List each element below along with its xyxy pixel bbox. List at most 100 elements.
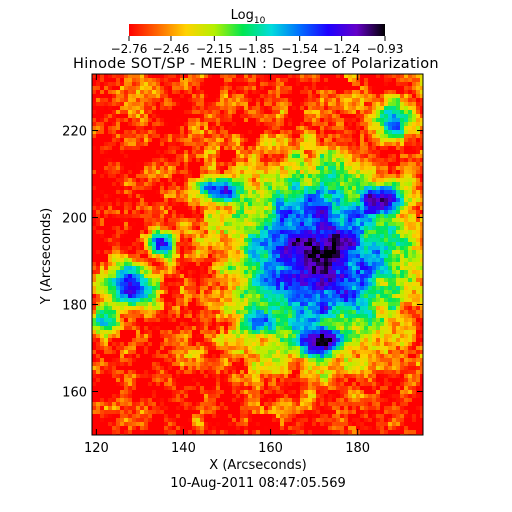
- heatmap-cell: [164, 278, 168, 282]
- heatmap-cell: [376, 170, 380, 174]
- heatmap-cell: [380, 202, 384, 206]
- heatmap-cell: [244, 134, 248, 138]
- heatmap-cell: [248, 310, 252, 314]
- heatmap-cell: [372, 130, 376, 134]
- heatmap-cell: [112, 158, 116, 162]
- heatmap-cell: [420, 82, 423, 86]
- heatmap-cell: [200, 206, 204, 210]
- heatmap-cell: [336, 74, 340, 78]
- heatmap-cell: [348, 294, 352, 298]
- heatmap-cell: [208, 238, 212, 242]
- heatmap-cell: [280, 258, 284, 262]
- heatmap-cell: [256, 166, 260, 170]
- heatmap-cell: [236, 114, 240, 118]
- heatmap-cell: [100, 78, 104, 82]
- heatmap-cell: [264, 278, 268, 282]
- heatmap-cell: [376, 266, 380, 270]
- heatmap-cell: [152, 270, 156, 274]
- heatmap-cell: [168, 98, 172, 102]
- heatmap-cell: [260, 218, 264, 222]
- heatmap-cell: [380, 190, 384, 194]
- heatmap-cell: [300, 166, 304, 170]
- heatmap-cell: [384, 282, 388, 286]
- heatmap-cell: [416, 306, 420, 310]
- heatmap-cell: [216, 198, 220, 202]
- heatmap-cell: [332, 294, 336, 298]
- heatmap-cell: [420, 302, 423, 306]
- heatmap-cell: [92, 198, 96, 202]
- heatmap-cell: [140, 214, 144, 218]
- heatmap-cell: [232, 286, 236, 290]
- heatmap-cell: [320, 154, 324, 158]
- heatmap-cell: [332, 82, 336, 86]
- heatmap-cell: [396, 74, 400, 78]
- heatmap-cell: [268, 130, 272, 134]
- heatmap-cell: [364, 242, 368, 246]
- heatmap-cell: [360, 278, 364, 282]
- heatmap-cell: [184, 242, 188, 246]
- heatmap-cell: [320, 266, 324, 270]
- heatmap-cell: [264, 274, 268, 278]
- heatmap-cell: [336, 298, 340, 302]
- heatmap-cell: [392, 310, 396, 314]
- heatmap-cell: [108, 130, 112, 134]
- heatmap-cell: [124, 78, 128, 82]
- heatmap-cell: [368, 262, 372, 266]
- heatmap-cell: [400, 146, 404, 150]
- heatmap-cell: [204, 202, 208, 206]
- heatmap-cell: [248, 286, 252, 290]
- heatmap-cell: [332, 178, 336, 182]
- heatmap-cell: [316, 194, 320, 198]
- heatmap-cell: [304, 170, 308, 174]
- heatmap-cell: [196, 130, 200, 134]
- heatmap-cell: [256, 310, 260, 314]
- heatmap-cell: [288, 234, 292, 238]
- heatmap-cell: [352, 134, 356, 138]
- heatmap-cell: [184, 266, 188, 270]
- heatmap-cell: [408, 186, 412, 190]
- heatmap-cell: [164, 210, 168, 214]
- heatmap-cell: [132, 250, 136, 254]
- heatmap-cell: [368, 274, 372, 278]
- heatmap-cell: [328, 282, 332, 286]
- heatmap-cell: [132, 262, 136, 266]
- heatmap-cell: [288, 286, 292, 290]
- heatmap-cell: [368, 74, 372, 78]
- heatmap-cell: [112, 98, 116, 102]
- heatmap-cell: [132, 122, 136, 126]
- heatmap-cell: [132, 114, 136, 118]
- heatmap-cell: [184, 82, 188, 86]
- heatmap-cell: [392, 190, 396, 194]
- heatmap-cell: [392, 166, 396, 170]
- heatmap-cell: [144, 182, 148, 186]
- heatmap-cell: [224, 198, 228, 202]
- heatmap-cell: [416, 242, 420, 246]
- heatmap-cell: [220, 142, 224, 146]
- heatmap-cell: [264, 242, 268, 246]
- heatmap-cell: [400, 110, 404, 114]
- heatmap-cell: [168, 206, 172, 210]
- heatmap-cell: [92, 282, 96, 286]
- heatmap-cell: [224, 138, 228, 142]
- heatmap-cell: [344, 118, 348, 122]
- heatmap-cell: [304, 302, 308, 306]
- heatmap-cell: [296, 122, 300, 126]
- heatmap-cell: [292, 194, 296, 198]
- heatmap-cell: [192, 242, 196, 246]
- heatmap-cell: [244, 142, 248, 146]
- heatmap-cell: [268, 150, 272, 154]
- heatmap-cell: [208, 82, 212, 86]
- heatmap-cell: [360, 294, 364, 298]
- heatmap-cell: [164, 122, 168, 126]
- heatmap-cell: [240, 146, 244, 150]
- heatmap-cell: [348, 270, 352, 274]
- heatmap-cell: [104, 150, 108, 154]
- heatmap-cell: [200, 118, 204, 122]
- heatmap-cell: [312, 106, 316, 110]
- heatmap-cell: [144, 294, 148, 298]
- heatmap-cell: [380, 170, 384, 174]
- heatmap-cell: [284, 266, 288, 270]
- heatmap-cell: [164, 182, 168, 186]
- heatmap-cell: [292, 298, 296, 302]
- heatmap-cell: [348, 122, 352, 126]
